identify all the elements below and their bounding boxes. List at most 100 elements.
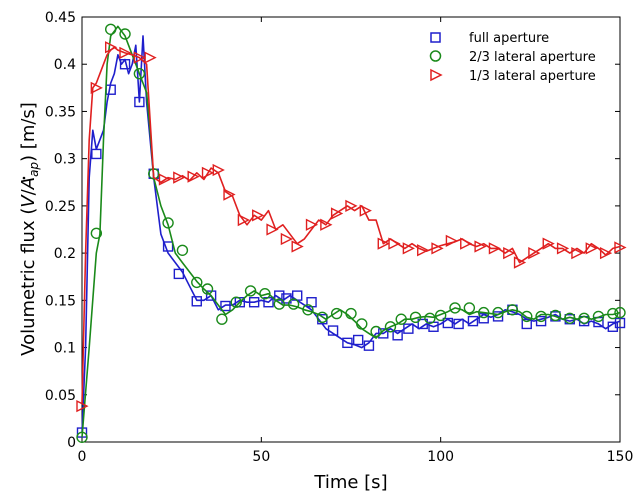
data-point-triangle [212,163,225,177]
data-point-triangle [417,244,430,257]
data-point-triangle [503,246,516,260]
data-point-circle [564,312,576,324]
x-tick-label: 0 [78,449,87,465]
data-point-square [234,297,246,308]
data-point-triangle [187,170,200,183]
data-point-circle [434,309,447,322]
data-point-circle [592,310,605,323]
data-point-circle [302,304,314,316]
data-point-triangle [320,218,333,231]
data-point-square [614,317,626,329]
data-point-triangle [445,234,458,247]
data-point-triangle [388,237,401,250]
series-2 [76,41,627,413]
data-point-circle [119,28,131,40]
data-point-square [478,313,489,324]
data-point-circle [449,302,461,314]
data-point-triangle [474,240,487,253]
data-point-square [467,315,479,327]
data-point-circle [614,306,626,319]
data-point-triangle [76,399,89,413]
y-axis-title: Volumetric flux (V/Aap) [m/s] [18,102,41,356]
y-tick-label: 0 [67,435,76,451]
data-point-triangle [201,166,215,179]
data-point-circle [578,312,590,324]
data-point-square [492,311,504,322]
data-point-square [327,325,339,336]
data-point-circle [162,217,174,229]
plot-frame [81,16,621,443]
data-point-triangle [173,171,186,184]
data-point-triangle [305,218,319,231]
data-point-square [453,318,464,330]
y-tick-label: 0.1 [54,341,76,357]
series-line [81,25,621,438]
legend-label-one-third-lateral-aperture: 1/3 lateral aperture [469,69,596,84]
y-axis-title-suffix: ) [m/s] [18,102,39,162]
data-point-square [248,297,260,308]
legend-triangle-marker [430,68,443,82]
y-tick-label: 0.05 [45,388,76,404]
x-axis-ticks: 0 50 100 150 [78,17,633,465]
data-point-triangle [542,237,555,250]
series-0 [76,35,626,438]
data-point-triangle [223,188,236,201]
data-point-square [417,318,428,330]
data-point-square [342,337,353,349]
data-point-circle [409,311,422,324]
data-point-triangle [431,242,444,255]
data-point-square [403,323,414,334]
data-point-square [191,296,202,307]
data-point-triangle [252,209,265,222]
data-point-triangle [460,237,473,250]
data-point-triangle [291,240,304,253]
x-tick-label: 50 [252,449,270,465]
data-point-triangle [513,256,527,269]
data-point-circle [535,310,547,323]
data-point-square [607,321,619,332]
data-point-square [442,317,454,329]
data-point-circle [330,307,343,320]
data-point-circle [176,244,189,256]
x-tick-label: 100 [427,449,454,465]
data-point-square [205,290,217,301]
legend-circle-marker [429,50,442,62]
data-point-square [352,334,364,346]
data-point-circle [259,288,271,300]
legend-label-two-thirds-lateral-aperture: 2/3 lateral aperture [469,50,596,65]
data-point-square [173,268,185,280]
y-tick-label: 0.4 [54,57,76,73]
data-point-circle [370,325,382,338]
data-point-triangle [280,232,294,246]
data-point-circle [104,23,117,35]
legend-label-full-aperture: full aperture [469,31,549,46]
data-point-circle [384,321,397,333]
data-point-square [134,96,145,108]
data-point-triangle [556,242,570,255]
data-point-triangle [345,199,358,213]
data-point-triangle [266,223,279,236]
data-point-triangle [359,204,372,217]
data-point-triangle [614,241,627,254]
series-line [81,46,621,405]
data-point-circle [133,67,146,80]
data-point-triangle [599,246,613,260]
series-layer [76,23,627,443]
data-point-square [521,318,532,330]
data-point-triangle [377,237,390,250]
legend-item-full-aperture: full aperture [430,31,549,46]
data-point-circle [201,283,214,295]
data-point-circle [478,306,490,319]
y-tick-label: 0.45 [45,10,76,26]
data-point-circle [549,309,562,322]
y-tick-label: 0.3 [54,152,76,168]
data-point-circle [356,318,368,330]
data-point-circle [90,227,103,239]
y-tick-label: 0.2 [54,246,76,262]
y-axis-title-v: V [18,194,39,208]
data-point-circle [506,304,519,316]
data-point-square [162,241,174,252]
data-point-triangle [528,246,541,260]
data-point-triangle [237,213,250,227]
